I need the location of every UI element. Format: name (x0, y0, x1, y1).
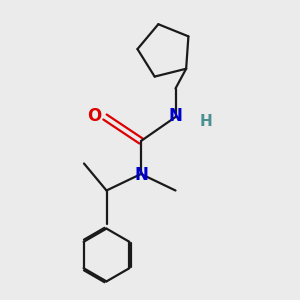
Text: N: N (169, 106, 182, 124)
Text: H: H (200, 114, 212, 129)
Text: O: O (87, 107, 101, 125)
Text: N: N (134, 166, 148, 184)
